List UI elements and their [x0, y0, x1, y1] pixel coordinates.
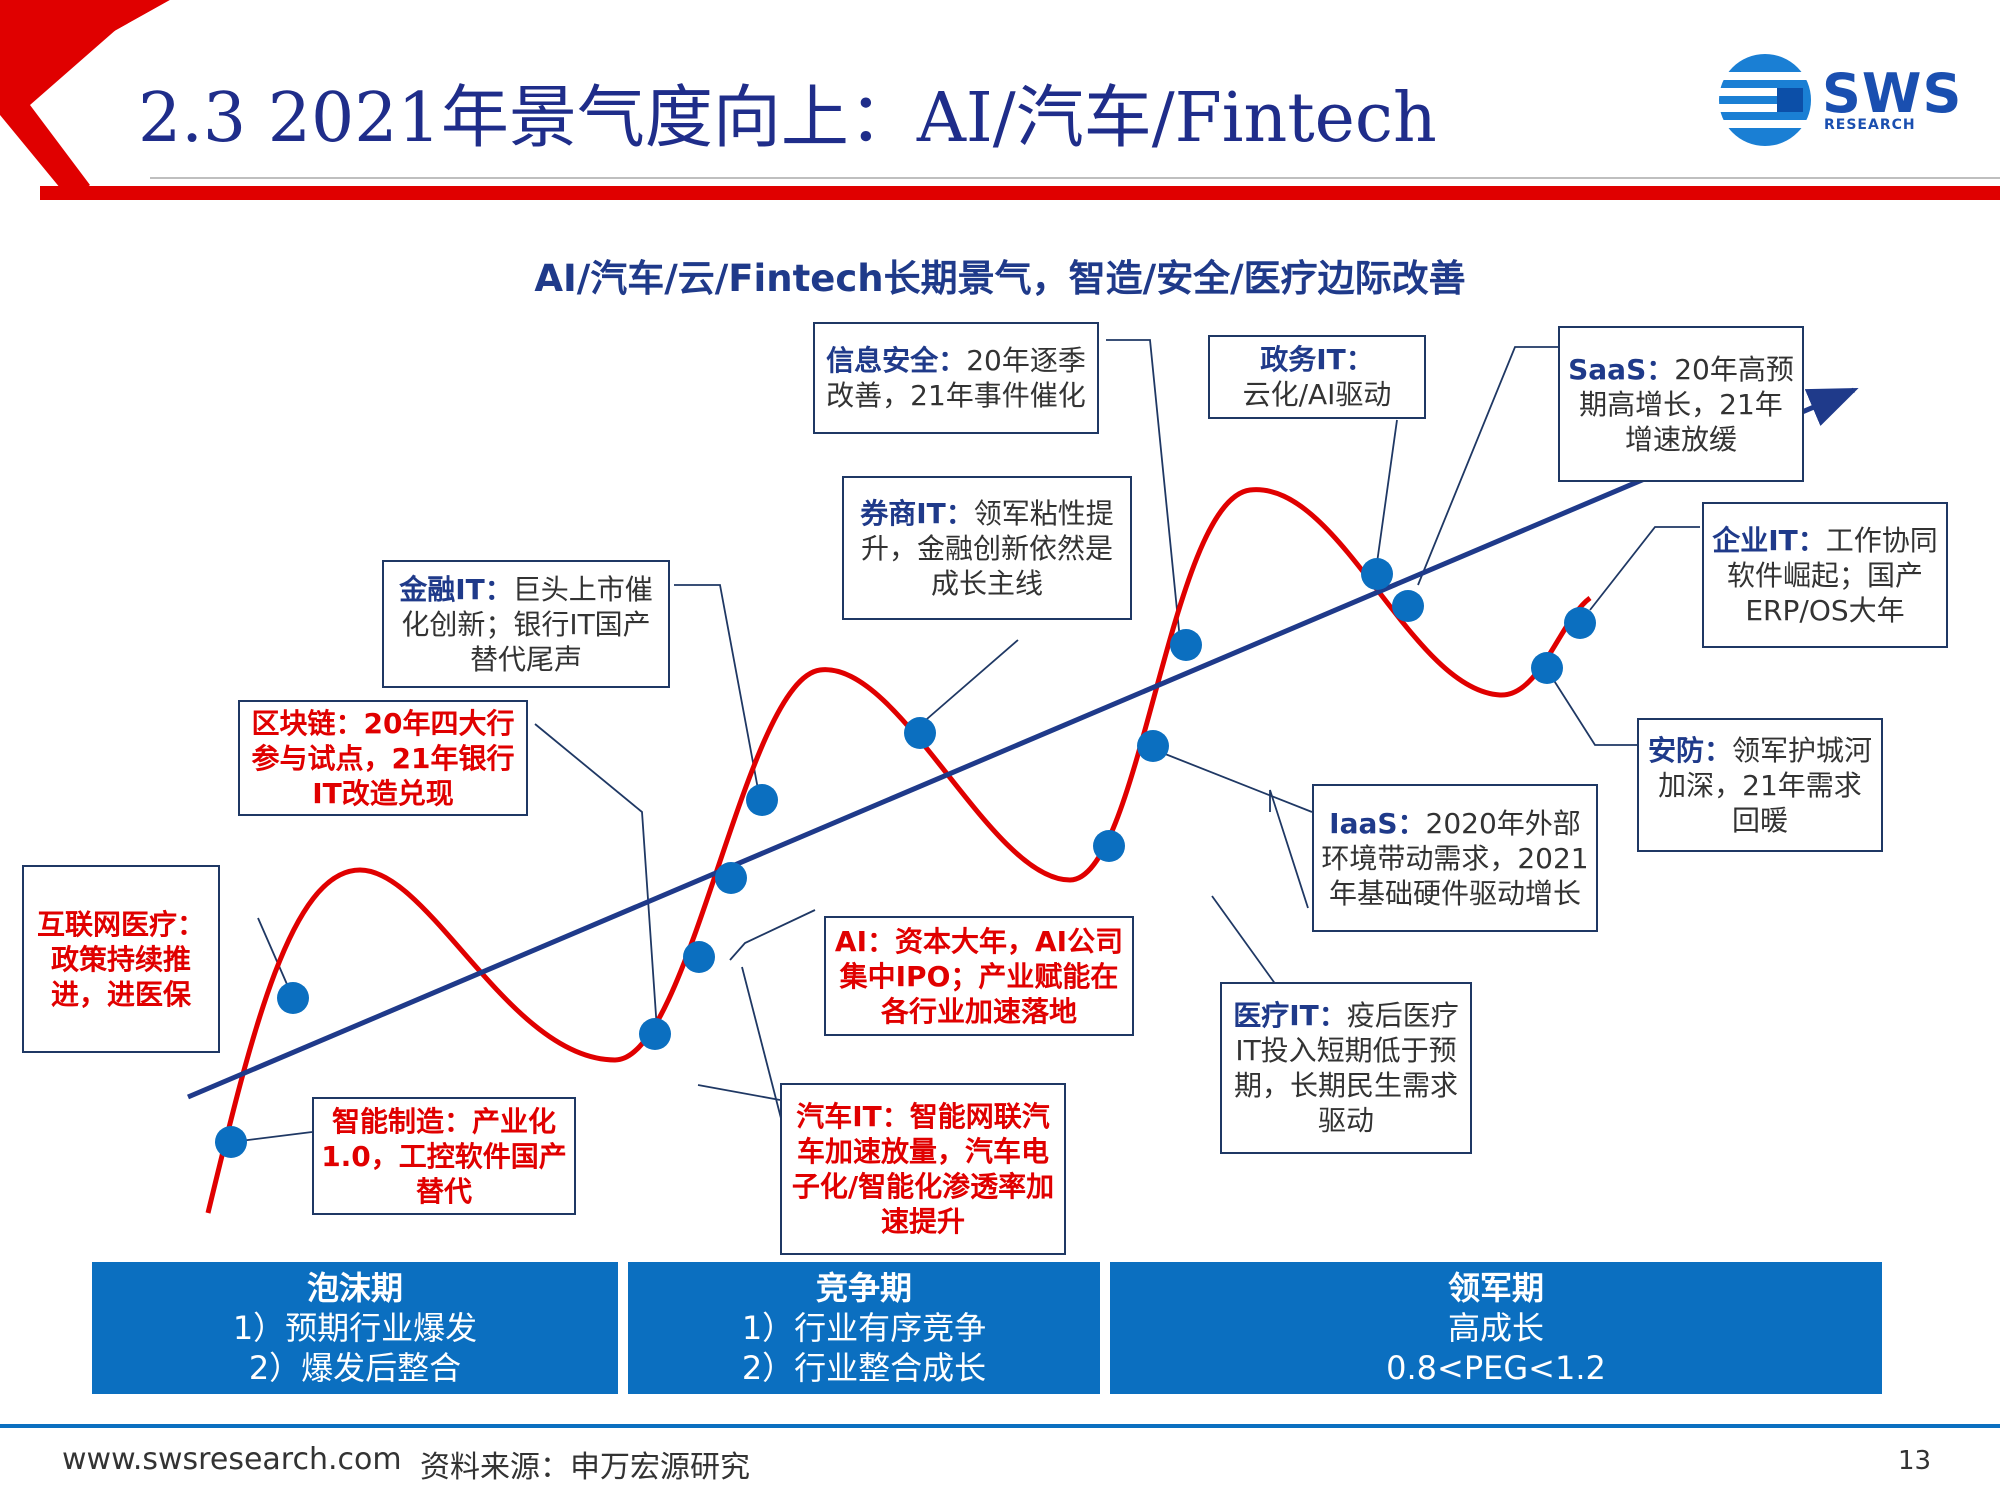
logo-subtext: RESEARCH: [1824, 117, 1916, 133]
dot: [683, 941, 715, 973]
dot: [1170, 629, 1202, 661]
dot: [746, 784, 778, 816]
callout-gov-it: 政务IT： 云化/AI驱动: [1208, 335, 1426, 419]
dot: [639, 1018, 671, 1050]
page-number: 13: [1898, 1446, 1932, 1476]
dot: [1361, 558, 1393, 590]
callout-enterprise-it: 企业IT：工作协同软件崛起；国产ERP/OS大年: [1702, 502, 1948, 648]
callout-smart-manufacturing: 智能制造：产业化1.0，工控软件国产替代: [312, 1097, 576, 1215]
dot: [1392, 590, 1424, 622]
dot: [277, 982, 309, 1014]
phase-bubble: 泡沫期 1）预期行业爆发 2）爆发后整合: [92, 1262, 618, 1394]
footer-url[interactable]: www.swsresearch.com: [62, 1442, 402, 1477]
footer-source: 资料来源：申万宏源研究: [420, 1450, 750, 1485]
callout-finance-it: 金融IT：巨头上市催化创新；银行IT国产替代尾声: [382, 560, 670, 688]
connector-lines: [231, 339, 1700, 1143]
header-banner: [0, 0, 2000, 200]
dot: [1137, 730, 1169, 762]
callout-iaas: IaaS：2020年外部环境带动需求，2021年基础硬件驱动增长: [1312, 784, 1598, 932]
footer-divider: [0, 1424, 2000, 1428]
callout-broker-it: 券商IT：领军粘性提升，金融创新依然是成长主线: [842, 476, 1132, 620]
dot: [1093, 830, 1125, 862]
dot: [715, 862, 747, 894]
dot: [1531, 652, 1563, 684]
trend-arrow: [187, 387, 1859, 1100]
dot: [904, 717, 936, 749]
diagram-heading: AI/汽车/云/Fintech长期景气，智造/安全/医疗边际改善: [534, 257, 1466, 300]
callout-medical-it: 医疗IT：疫后医疗IT投入短期低于预期，长期民生需求驱动: [1220, 982, 1472, 1154]
dot: [215, 1126, 247, 1158]
curve-dots: [215, 558, 1596, 1158]
callout-security-surveillance: 安防：领军护城河加深，21年需求回暖: [1637, 718, 1883, 852]
callout-saas: SaaS：20年高预期高增长，21年增速放缓: [1558, 326, 1804, 482]
callout-auto-it: 汽车IT：智能网联汽车加速放量，汽车电子化/智能化渗透率加速提升: [780, 1083, 1066, 1255]
phase-competition: 竞争期 1）行业有序竞争 2）行业整合成长: [628, 1262, 1100, 1394]
logo-text: SWS: [1822, 62, 1963, 125]
callout-ai: AI：资本大年，AI公司集中IPO；产业赋能在各行业加速落地: [824, 916, 1134, 1036]
callout-internet-medical: 互联网医疗：政策持续推进，进医保: [22, 865, 220, 1053]
page-title: 2.3 2021年景气度向上：AI/汽车/Fintech: [138, 79, 1437, 158]
callout-blockchain: 区块链：20年四大行参与试点，21年银行IT改造兑现: [238, 700, 528, 816]
phase-leader: 领军期 高成长 0.8<PEG<1.2: [1110, 1262, 1882, 1394]
callout-info-security: 信息安全：20年逐季改善，21年事件催化: [813, 322, 1099, 434]
sws-logo-icon: [1719, 54, 1811, 146]
dot: [1564, 607, 1596, 639]
